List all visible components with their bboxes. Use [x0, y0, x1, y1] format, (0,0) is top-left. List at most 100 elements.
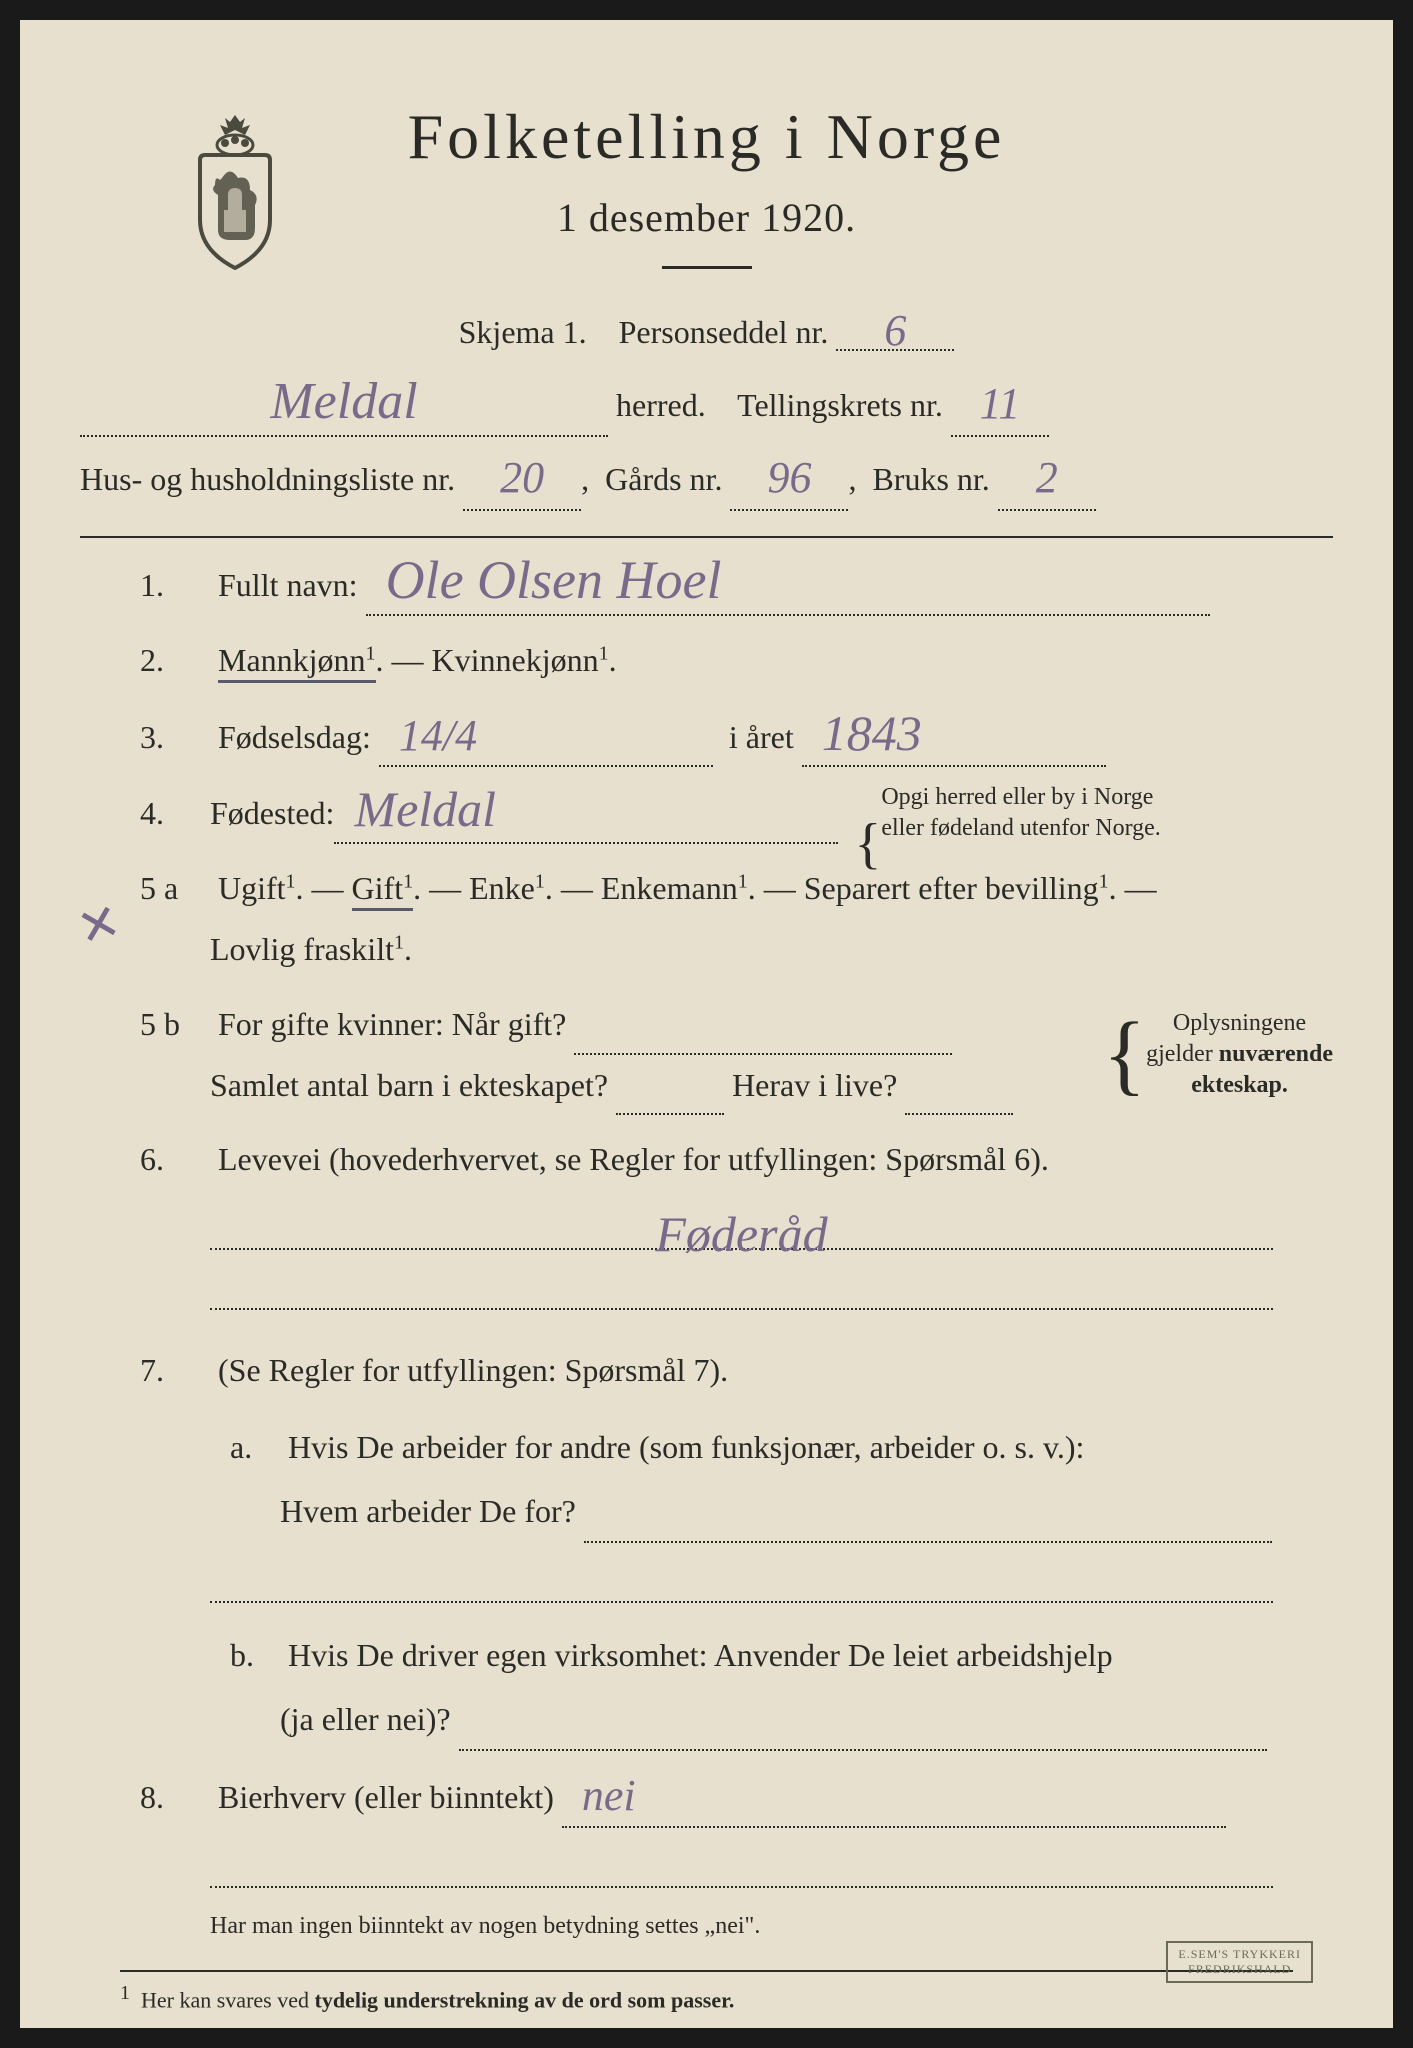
dash-5a2: —: [429, 870, 469, 906]
q8-num: 8.: [140, 1767, 210, 1828]
herred-value: Meldal: [270, 373, 417, 430]
footnote: 1 Her kan svares ved tydelig understrekn…: [120, 1982, 1293, 2013]
q5b-note: Oplysningene gjelder nuværende ekteskap.: [1146, 1008, 1333, 1102]
q6-num: 6.: [140, 1129, 210, 1190]
q4-label: Fødested:: [210, 783, 334, 844]
schema-line: Skjema 1. Personseddel nr. 6: [80, 309, 1333, 351]
crest-svg: [180, 110, 290, 270]
q4-note: Opgi herred eller by i Norge eller fødel…: [881, 782, 1160, 844]
bruks-label: Bruks nr.: [872, 461, 989, 497]
q6-field: Føderåd: [210, 1220, 1273, 1250]
q5a-fraskilt: Lovlig fraskilt1: [210, 931, 404, 967]
q6: 6. Levevei (hovederhvervet, se Regler fo…: [140, 1129, 1333, 1190]
q3-year: 1843: [822, 705, 922, 761]
q5b-label1: For gifte kvinner: Når gift?: [218, 1006, 566, 1042]
q8-field: nei: [562, 1765, 1226, 1828]
herred-field: Meldal: [80, 371, 608, 437]
herred-label: herred.: [616, 387, 706, 423]
q5a-num: 5 a: [140, 858, 210, 919]
schema-label: Skjema 1.: [459, 314, 587, 350]
q5a: 5 a Ugift1. — Gift1. — Enke1. — Enkemann…: [140, 858, 1333, 980]
q3-year-label: i året: [729, 719, 794, 755]
q4-note-l2: eller fødeland utenfor Norge.: [881, 815, 1160, 841]
q5a-enke: Enke1: [469, 870, 545, 906]
title-rule: [662, 266, 752, 269]
q5b: 5 b For gifte kvinner: Når gift? Samlet …: [140, 994, 1333, 1116]
q3-year-field: 1843: [802, 705, 1106, 768]
herred-line: Meldal herred. Tellingskrets nr. 11: [80, 371, 1333, 437]
gards-nr: 96: [767, 453, 811, 502]
q7: 7. (Se Regler for utfyllingen: Spørsmål …: [140, 1340, 1333, 1401]
q7a-field-2: [210, 1573, 1273, 1603]
q7a: a. Hvis De arbeider for andre (som funks…: [230, 1415, 1333, 1543]
gards-field: 96: [730, 445, 848, 511]
comma-1: ,: [581, 461, 589, 497]
tellingskrets-field: 11: [951, 371, 1049, 437]
bruks-field: 2: [998, 445, 1096, 511]
comma-2: ,: [848, 461, 856, 497]
q7a-l2: Hvem arbeider De for?: [280, 1493, 576, 1529]
q8-label: Bierhverv (eller biinntekt): [218, 1779, 554, 1815]
footnote-num: 1: [120, 1982, 130, 2004]
q2-mann: Mannkjønn1: [218, 642, 376, 683]
dash-5a1: —: [312, 870, 352, 906]
hus-line: Hus- og husholdningsliste nr. 20, Gårds …: [80, 445, 1333, 511]
q7b-l1: Hvis De driver egen virksomhet: Anvender…: [288, 1637, 1113, 1673]
q7-label: (Se Regler for utfyllingen: Spørsmål 7).: [218, 1352, 728, 1388]
q1-num: 1.: [140, 555, 210, 616]
q7b-letter: b.: [230, 1623, 280, 1687]
personseddel-label: Personseddel nr.: [619, 314, 829, 350]
census-form-page: ✕ Folketelling i Norge 1 desember 1920. …: [0, 0, 1413, 2048]
q7a-field: [584, 1541, 1272, 1543]
q6-value: Føderåd: [655, 1206, 827, 1262]
q3-day: 14/4: [399, 711, 477, 760]
q5a-ugift: Ugift1: [218, 870, 296, 906]
printer-l1: E.SEM'S TRYKKERI: [1178, 1947, 1301, 1961]
q7a-letter: a.: [230, 1415, 280, 1479]
q5a-separert: Separert efter bevilling1: [804, 870, 1109, 906]
q5b-num: 5 b: [140, 994, 210, 1055]
dash-5a4: —: [764, 870, 804, 906]
q7b: b. Hvis De driver egen virksomhet: Anven…: [230, 1623, 1333, 1751]
q3-day-field: 14/4: [379, 705, 713, 768]
personseddel-nr: 6: [884, 306, 906, 355]
q5b-barn-field: [616, 1113, 724, 1115]
hus-nr: 20: [500, 453, 544, 502]
bruks-nr: 2: [1036, 453, 1058, 502]
q1: 1. Fullt navn: Ole Olsen Hoel: [140, 553, 1333, 616]
q3: 3. Fødselsdag: 14/4 i året 1843: [140, 705, 1333, 768]
q5b-note-l1: Oplysningene: [1173, 1010, 1306, 1036]
printer-l2: FREDRIKSHALD: [1188, 1962, 1291, 1976]
q3-label: Fødselsdag:: [218, 719, 371, 755]
q2-num: 2.: [140, 630, 210, 691]
footer-rule: [120, 1970, 1293, 1972]
personseddel-nr-field: 6: [836, 309, 954, 351]
q8-value: nei: [582, 1771, 636, 1820]
q4: 4. Fødested: Meldal { Opgi herred eller …: [140, 781, 1333, 844]
q4-value: Meldal: [354, 781, 496, 837]
divider-rule: [80, 536, 1333, 538]
tellingskrets-label: Tellingskrets nr.: [737, 387, 943, 423]
q5b-note-l3: ekteskap.: [1191, 1072, 1288, 1098]
q7a-l1: Hvis De arbeider for andre (som funksjon…: [288, 1429, 1084, 1465]
q1-field: Ole Olsen Hoel: [366, 553, 1210, 616]
q5a-gift: Gift1: [352, 870, 414, 911]
q5b-live-field: [905, 1113, 1013, 1115]
q5b-label3: Herav i live?: [732, 1067, 897, 1103]
tellingskrets-nr: 11: [980, 379, 1021, 428]
q7-num: 7.: [140, 1340, 210, 1401]
margin-mark: ✕: [71, 892, 126, 959]
q3-num: 3.: [140, 707, 210, 768]
footnote-text: Her kan svares ved tydelig understreknin…: [141, 1987, 734, 2012]
q2: 2. Mannkjønn1. — Kvinnekjønn1.: [140, 630, 1333, 691]
q6-field-2: [210, 1280, 1273, 1310]
q5b-gift-field: [574, 1053, 952, 1055]
q1-label: Fullt navn:: [218, 567, 358, 603]
q1-value: Ole Olsen Hoel: [386, 550, 722, 610]
coat-of-arms-icon: [180, 110, 290, 270]
dash-2a: —: [392, 642, 432, 678]
q5a-enkemann: Enkemann1: [601, 870, 748, 906]
q4-field: Meldal: [334, 781, 838, 844]
q7b-l2: (ja eller nei)?: [280, 1701, 451, 1737]
q6-label: Levevei (hovederhvervet, se Regler for u…: [218, 1141, 1049, 1177]
